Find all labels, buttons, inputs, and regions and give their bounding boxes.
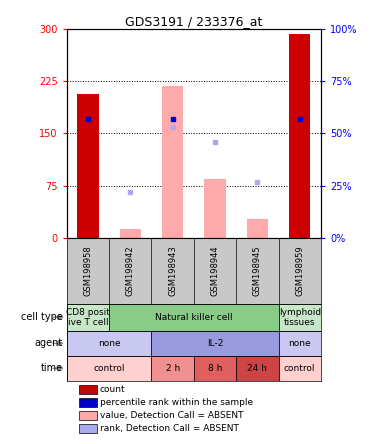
Bar	[279, 331, 321, 356]
Bar	[151, 356, 194, 381]
Bar	[279, 304, 321, 331]
Text: control: control	[93, 364, 125, 373]
Bar	[79, 385, 97, 394]
Bar	[109, 304, 279, 331]
Text: GSM198945: GSM198945	[253, 246, 262, 296]
Bar	[120, 229, 141, 238]
Text: Natural killer cell: Natural killer cell	[155, 313, 233, 322]
Text: control: control	[284, 364, 315, 373]
Bar	[162, 86, 183, 238]
Text: value, Detection Call = ABSENT: value, Detection Call = ABSENT	[100, 411, 243, 420]
Bar	[78, 94, 99, 238]
Text: rank, Detection Call = ABSENT: rank, Detection Call = ABSENT	[100, 424, 239, 433]
Bar	[79, 398, 97, 407]
Bar	[194, 356, 236, 381]
Title: GDS3191 / 233376_at: GDS3191 / 233376_at	[125, 15, 263, 28]
Text: count: count	[100, 385, 125, 394]
Text: percentile rank within the sample: percentile rank within the sample	[100, 398, 253, 407]
Text: GSM198943: GSM198943	[168, 246, 177, 296]
Text: IL-2: IL-2	[207, 339, 223, 348]
Text: 2 h: 2 h	[165, 364, 180, 373]
Bar	[67, 331, 151, 356]
Text: GSM198944: GSM198944	[210, 246, 220, 296]
Bar	[67, 356, 151, 381]
Text: time: time	[41, 363, 63, 373]
Bar	[279, 356, 321, 381]
Bar	[247, 218, 268, 238]
Text: 8 h: 8 h	[208, 364, 222, 373]
Bar	[79, 411, 97, 420]
Text: CD8 posit
ive T cell: CD8 posit ive T cell	[66, 308, 110, 327]
Bar	[236, 356, 279, 381]
Text: none: none	[288, 339, 311, 348]
Text: agent: agent	[35, 338, 63, 349]
Text: none: none	[98, 339, 121, 348]
Bar	[79, 424, 97, 433]
Text: cell type: cell type	[21, 312, 63, 322]
Text: lymphoid
tissues: lymphoid tissues	[279, 308, 321, 327]
Text: 24 h: 24 h	[247, 364, 267, 373]
Bar	[151, 331, 279, 356]
Text: GSM198959: GSM198959	[295, 246, 304, 296]
Bar	[204, 179, 226, 238]
Text: GSM198942: GSM198942	[126, 246, 135, 296]
Bar	[67, 304, 109, 331]
Text: GSM198958: GSM198958	[83, 246, 92, 296]
Bar	[289, 34, 310, 238]
